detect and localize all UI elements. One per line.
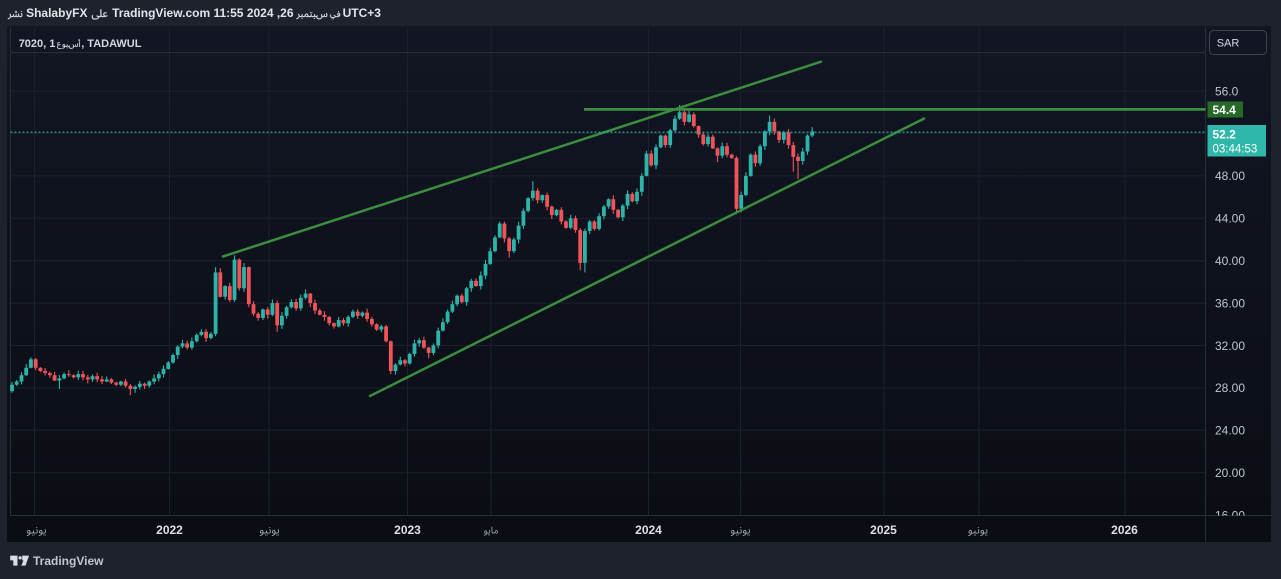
svg-text:03:44:53: 03:44:53 [1213, 144, 1258, 156]
svg-text:SAR: SAR [1217, 38, 1240, 50]
svg-text:7020, 1: 7020, 1 [19, 38, 56, 50]
svg-text:2024: 2024 [635, 523, 662, 537]
svg-text:16.00: 16.00 [1215, 508, 1245, 522]
svg-text:2022: 2022 [156, 523, 183, 537]
svg-text:44.00: 44.00 [1215, 212, 1245, 226]
svg-text:, TADAWUL: , TADAWUL [81, 38, 142, 50]
svg-text:TradingView: TradingView [33, 554, 104, 568]
svg-text:40.00: 40.00 [1215, 254, 1245, 268]
svg-text:56.0: 56.0 [1215, 84, 1239, 98]
svg-text:32.00: 32.00 [1215, 339, 1245, 353]
svg-text:28.00: 28.00 [1215, 381, 1245, 395]
svg-text:TradingView.com 11:55 2024 ,26: TradingView.com 11:55 2024 ,26 [112, 6, 294, 20]
svg-text:ShalabyFX: ShalabyFX [26, 6, 87, 20]
svg-text:2023: 2023 [394, 523, 421, 537]
svg-text:UTC+3: UTC+3 [343, 6, 382, 20]
svg-text:20.00: 20.00 [1215, 466, 1245, 480]
svg-text:52.2: 52.2 [1213, 128, 1237, 142]
svg-text:2025: 2025 [870, 523, 897, 537]
svg-text:24.00: 24.00 [1215, 424, 1245, 438]
svg-text:2026: 2026 [1111, 523, 1138, 537]
svg-text:48.00: 48.00 [1215, 169, 1245, 183]
svg-text:36.00: 36.00 [1215, 296, 1245, 310]
svg-text:54.4: 54.4 [1213, 103, 1237, 117]
